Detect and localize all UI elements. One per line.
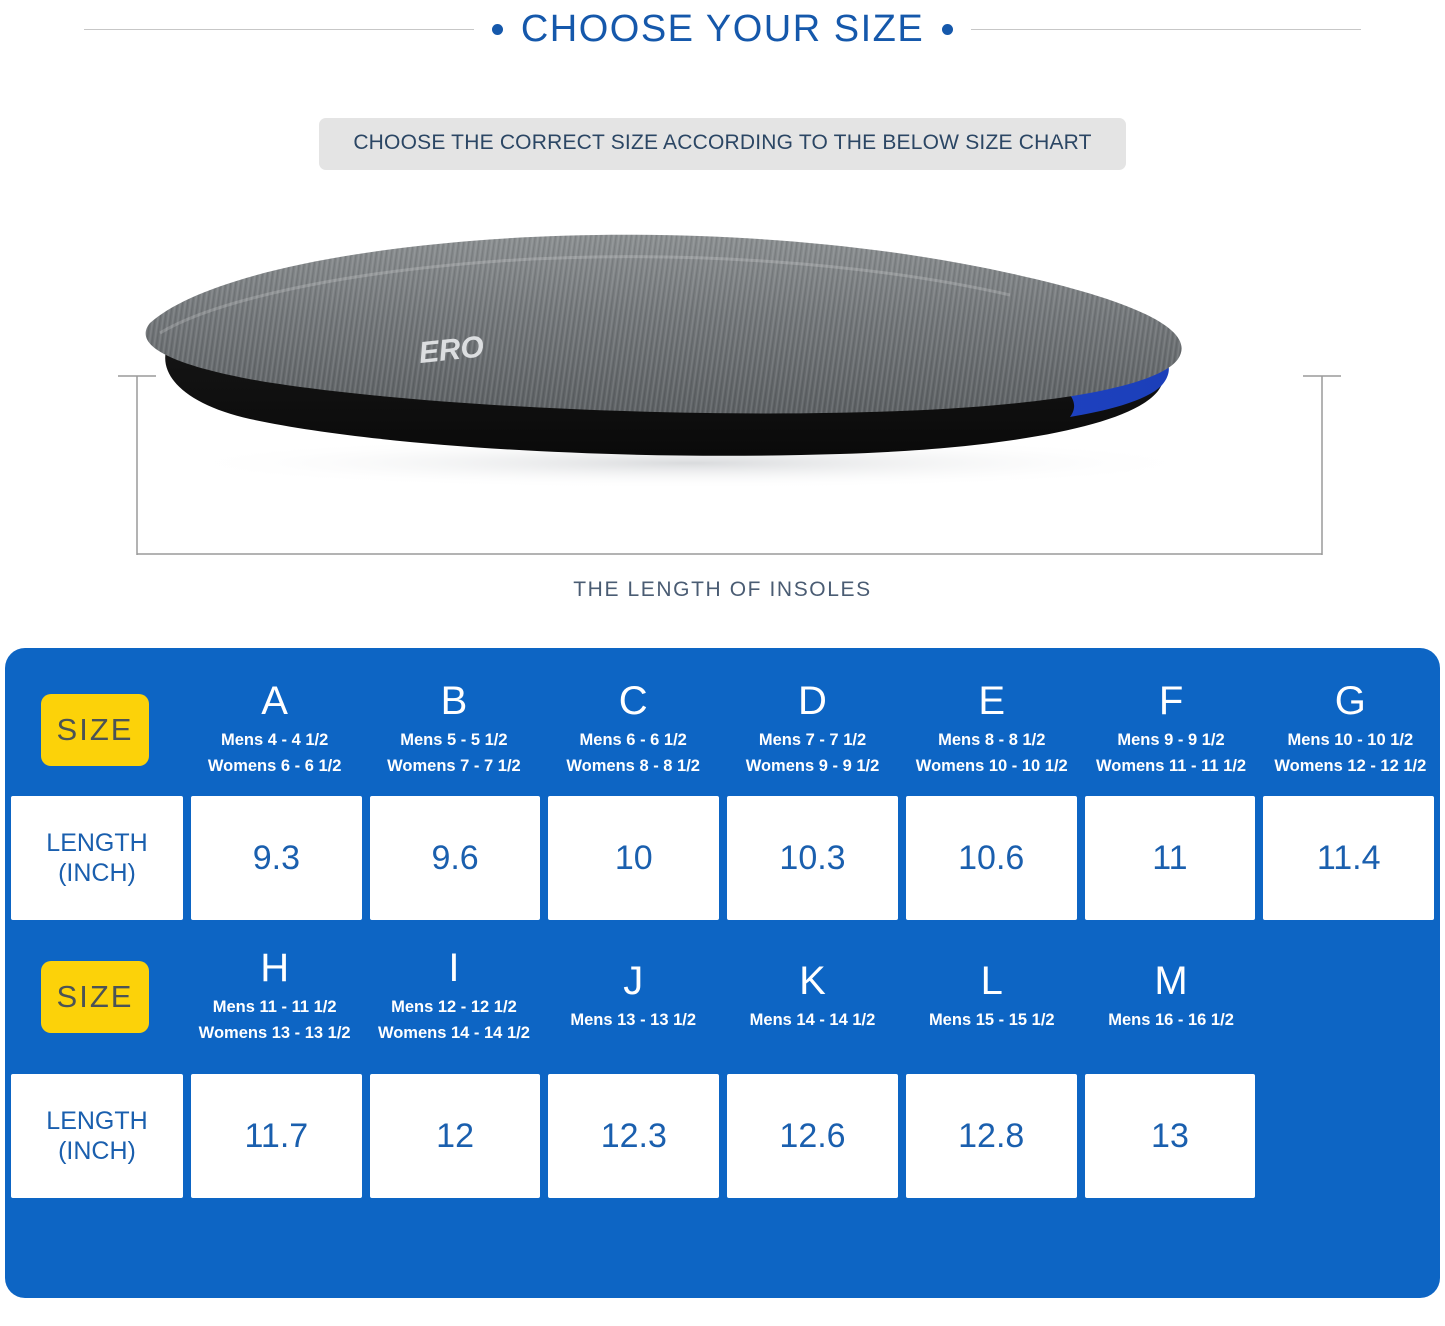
insole-image: ERO [118,234,1341,555]
length-value-h: 11.7 [191,1074,362,1198]
length-value-i: 12 [369,1074,541,1198]
length-label-line1: LENGTH [46,828,148,857]
length-value-d: 10.3 [727,796,898,920]
size-mens: Mens 15 - 15 1/2 [928,1011,1055,1030]
size-header-row-2: SIZE H Mens 11 - 11 1/2 Womens 13 - 13 1… [5,926,1440,1068]
length-row-1: LENGTH (INCH) 9.3 9.6 10 10.3 10.6 11 11… [5,790,1440,926]
size-womens: Womens 9 - 9 1/2 [745,757,880,775]
size-letter: J [623,959,644,1004]
size-letter: M [1154,959,1188,1004]
size-letter: L [980,959,1003,1004]
size-mens: Mens 5 - 5 1/2 [400,731,508,750]
size-womens: Womens 13 - 13 1/2 [198,1024,351,1042]
size-column-e: E Mens 8 - 8 1/2 Womens 10 - 10 1/2 [902,680,1081,779]
size-badge-cell-2: SIZE [5,961,185,1033]
size-column-i: I Mens 12 - 12 1/2 Womens 14 - 14 1/2 [364,947,543,1046]
length-value-j: 12.3 [548,1074,720,1198]
size-letter: E [978,679,1006,724]
size-mens: Mens 16 - 16 1/2 [1108,1011,1234,1030]
size-column-k: K Mens 14 - 14 1/2 [723,960,902,1034]
size-womens: Womens 12 - 12 1/2 [1274,757,1427,775]
size-column-j: J Mens 13 - 13 1/2 [544,960,723,1034]
length-measurement-bracket [118,375,1341,555]
page-title: CHOOSE YOUR SIZE [520,7,925,50]
brand-logo-text: ERO [417,330,485,370]
length-value-c: 10 [548,796,720,920]
size-letter: F [1158,679,1184,724]
length-label-line1: LENGTH [46,1106,148,1135]
size-womens: Womens 14 - 14 1/2 [377,1024,530,1042]
length-value-f: 11 [1084,796,1256,920]
size-womens: Womens 11 - 11 1/2 [1095,757,1247,775]
size-letter: K [799,959,826,1004]
length-row-2: LENGTH (INCH) 11.7 12 12.3 12.6 12.8 13 [5,1068,1440,1204]
length-value-b: 9.6 [369,796,541,920]
size-chart-panel: SIZE A Mens 4 - 4 1/2 Womens 6 - 6 1/2 B… [5,648,1440,1298]
size-mens: Mens 7 - 7 1/2 [758,731,867,750]
size-mens: Mens 10 - 10 1/2 [1287,731,1414,750]
size-mens: Mens 11 - 11 1/2 [212,998,337,1017]
length-value-l: 12.8 [905,1074,1077,1198]
title-rule-left [83,28,474,30]
insole-texture [145,234,1182,414]
length-label-line2: (INCH) [58,1137,136,1165]
size-letter: G [1334,679,1366,724]
length-value-m: 13 [1084,1074,1256,1198]
size-womens: Womens 8 - 8 1/2 [566,757,700,775]
size-column-d: D Mens 7 - 7 1/2 Womens 9 - 9 1/2 [723,680,902,779]
size-womens: Womens 7 - 7 1/2 [387,757,521,775]
size-badge-2: SIZE [41,961,149,1033]
size-mens: Mens 8 - 8 1/2 [938,731,1046,750]
subtitle-banner: CHOOSE THE CORRECT SIZE ACCORDING TO THE… [319,118,1126,170]
size-mens: Mens 4 - 4 1/2 [220,731,329,750]
length-label-cell-1: LENGTH (INCH) [11,796,183,920]
size-letter: C [618,679,648,724]
size-letter: A [261,679,288,724]
subtitle-banner-wrap: CHOOSE THE CORRECT SIZE ACCORDING TO THE… [0,118,1445,170]
length-value-g: 11.4 [1263,796,1435,920]
size-column-f: F Mens 9 - 9 1/2 Womens 11 - 11 1/2 [1081,680,1260,779]
title-rule-right [971,28,1362,30]
size-mens: Mens 9 - 9 1/2 [1117,731,1225,750]
bullet-dot-left-icon [491,23,503,35]
length-value-a: 9.3 [191,796,362,920]
size-header-row-1: SIZE A Mens 4 - 4 1/2 Womens 6 - 6 1/2 B… [5,648,1440,790]
size-womens: Womens 6 - 6 1/2 [207,757,342,775]
size-letter: D [798,679,827,724]
size-mens: Mens 6 - 6 1/2 [579,731,687,750]
page-title-row: CHOOSE YOUR SIZE [0,0,1445,58]
size-letter: B [440,679,468,724]
size-letter: I [448,946,460,991]
size-letter: H [260,946,290,991]
length-value-e: 10.6 [905,796,1077,920]
size-column-a: A Mens 4 - 4 1/2 Womens 6 - 6 1/2 [185,680,364,779]
size-mens: Mens 14 - 14 1/2 [749,1011,876,1030]
size-badge-1: SIZE [41,694,149,766]
size-column-g: G Mens 10 - 10 1/2 Womens 12 - 12 1/2 [1261,680,1440,779]
bullet-dot-right-icon [942,23,954,35]
size-mens: Mens 12 - 12 1/2 [391,998,517,1017]
insole-illustration: ERO [0,215,1445,575]
length-caption: THE LENGTH OF INSOLES [573,578,872,601]
size-column-m: M Mens 16 - 16 1/2 [1081,960,1260,1034]
size-column-h: H Mens 11 - 11 1/2 Womens 13 - 13 1/2 [185,947,364,1046]
size-column-l: L Mens 15 - 15 1/2 [902,960,1081,1034]
size-mens: Mens 13 - 13 1/2 [570,1011,697,1030]
size-column-b: B Mens 5 - 5 1/2 Womens 7 - 7 1/2 [364,680,543,779]
length-value-empty [1263,1074,1434,1198]
size-column-c: C Mens 6 - 6 1/2 Womens 8 - 8 1/2 [544,680,723,779]
length-label-line2: (INCH) [58,859,136,887]
length-label-cell-2: LENGTH (INCH) [11,1074,183,1198]
size-badge-cell-1: SIZE [5,694,185,766]
length-value-k: 12.6 [727,1074,898,1198]
size-womens: Womens 10 - 10 1/2 [915,757,1068,775]
